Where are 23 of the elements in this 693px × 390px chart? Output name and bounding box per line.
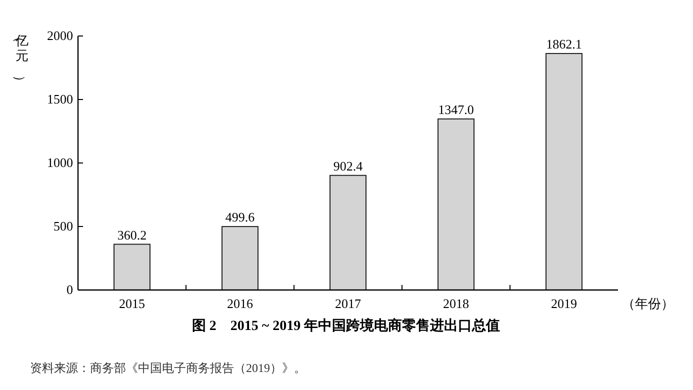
text: 图 2 2015 ~ 2019 年中国跨境电商零售进出口总值 bbox=[192, 317, 500, 334]
x-tick-label: 2015 bbox=[119, 296, 145, 311]
data-label: 1862.1 bbox=[546, 36, 582, 52]
y-tick-label: 500 bbox=[54, 218, 73, 234]
data-label: 360.2 bbox=[117, 227, 147, 242]
bar bbox=[330, 174, 366, 290]
x-tick-label: 2017 bbox=[335, 296, 362, 311]
y-tick-label: 0 bbox=[66, 282, 73, 297]
x-tick-label: 2016 bbox=[227, 296, 254, 311]
bar bbox=[114, 244, 150, 290]
data-label: 1347.0 bbox=[438, 102, 474, 117]
x-tick-label: 2019 bbox=[551, 296, 577, 311]
text: 资料来源：商务部《中国电子商务报告（2019）》。 bbox=[30, 361, 306, 375]
bar bbox=[222, 226, 258, 290]
bar bbox=[546, 53, 582, 290]
x-axis-title: （年份） bbox=[622, 296, 674, 311]
data-label: 902.4 bbox=[333, 158, 364, 174]
x-tick-label: 2018 bbox=[443, 296, 469, 311]
y-tick-label: 1500 bbox=[47, 92, 73, 106]
bar bbox=[438, 118, 474, 290]
data-label: 499.6 bbox=[225, 210, 256, 225]
y-tick-label: 2000 bbox=[47, 28, 73, 43]
y-tick-label: 1000 bbox=[47, 155, 73, 170]
